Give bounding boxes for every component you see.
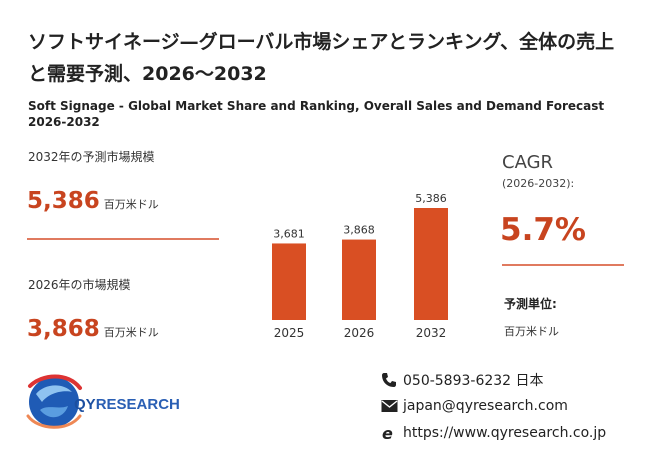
- website-link[interactable]: https://www.qyresearch.co.jp: [403, 425, 607, 441]
- bar-chart: 3,681 2025 3,868 2026 5,386 2032: [272, 192, 448, 340]
- mail-icon: [380, 397, 398, 415]
- logo-qy: QY: [74, 396, 96, 413]
- phone-text: 050-5893-6232 日本: [403, 373, 544, 389]
- phone-icon: [380, 371, 398, 389]
- bar-2032: [414, 208, 448, 320]
- x-tick-2032: 2032: [416, 326, 447, 340]
- data-label-2026: 3,868: [343, 224, 375, 237]
- qyresearch-logo: QYRESEARCH: [24, 366, 194, 436]
- globe-icon: [26, 374, 82, 429]
- logo-wordmark: QYRESEARCH: [74, 396, 180, 413]
- cagr-title: CAGR: [502, 152, 554, 173]
- page-title-jp: ソフトサイネージ—グローバル市場シェアとランキング、全体の売上と需要予測、202…: [28, 31, 615, 85]
- divider-right: [502, 264, 624, 266]
- x-tick-2026: 2026: [344, 326, 375, 340]
- contact-email: japan@qyresearch.com: [380, 397, 568, 415]
- forecast-unit-title: 予測単位:: [504, 297, 557, 311]
- forecast-2032-label: 2032年の予測市場規模: [28, 150, 155, 164]
- forecast-unit-value: 百万米ドル: [504, 325, 559, 338]
- data-label-2025: 3,681: [273, 227, 305, 240]
- contact-phone: 050-5893-6232 日本: [380, 370, 544, 390]
- bar-2026: [342, 239, 376, 320]
- data-label-2032: 5,386: [415, 192, 447, 205]
- contact-website: e https://www.qyresearch.co.jp: [380, 424, 606, 442]
- cagr-value: 5.7%: [500, 212, 586, 248]
- cagr-range: (2026-2032):: [502, 177, 575, 190]
- svg-text:e: e: [382, 425, 393, 441]
- forecast-2032-unit: 百万米ドル: [103, 198, 159, 211]
- market-2026-value: 3,868: [27, 316, 100, 342]
- logo-research: RESEARCH: [95, 396, 180, 413]
- bar-2025: [272, 243, 306, 320]
- forecast-2032-block: 5,386 百万米ドル: [27, 188, 159, 214]
- browser-e-icon: e: [380, 424, 398, 442]
- page-title-en: Soft Signage - Global Market Share and R…: [28, 99, 605, 129]
- market-2026-block: 3,868 百万米ドル: [27, 316, 159, 342]
- market-2026-unit: 百万米ドル: [103, 326, 159, 339]
- email-link[interactable]: japan@qyresearch.com: [403, 398, 568, 414]
- forecast-2032-value: 5,386: [27, 188, 100, 214]
- divider-left: [27, 238, 219, 240]
- market-2026-label: 2026年の市場規模: [28, 278, 131, 292]
- x-tick-2025: 2025: [274, 326, 305, 340]
